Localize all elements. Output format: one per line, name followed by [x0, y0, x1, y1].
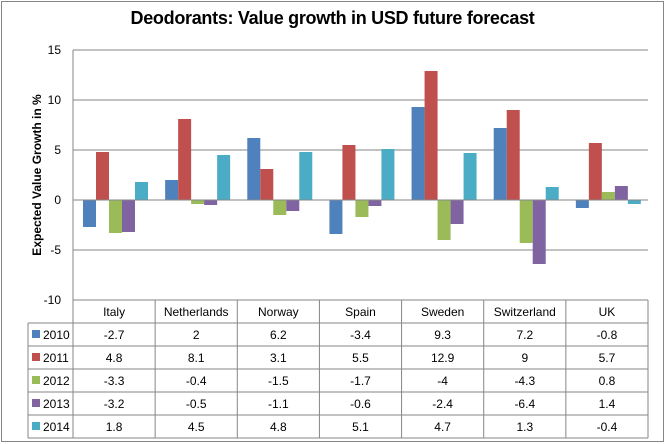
table-cell-value: 4.5 [188, 420, 205, 434]
bar-2013-switzerland [532, 200, 546, 264]
legend-label-2014: 2014 [43, 420, 70, 434]
table-cell-value: -0.8 [597, 328, 618, 342]
table-cell-value: -0.4 [597, 420, 618, 434]
x-category-label: Norway [258, 305, 299, 319]
legend-label-2013: 2013 [43, 397, 70, 411]
table-cell-value: 4.8 [270, 420, 287, 434]
table-cell-value: 8.1 [188, 351, 205, 365]
y-tick-label: 15 [48, 43, 62, 57]
table-cell-value: -1.1 [268, 397, 289, 411]
bar-2011-netherlands [178, 119, 192, 200]
table-cell-value: -2.4 [432, 397, 453, 411]
table-cell-value: -3.2 [104, 397, 125, 411]
bar-2011-norway [260, 169, 274, 200]
legend-label-2012: 2012 [43, 374, 70, 388]
bar-2014-spain [381, 149, 395, 200]
table-cell-value: -6.4 [514, 397, 535, 411]
bar-2012-uk [601, 192, 615, 200]
bar-2011-spain [342, 145, 356, 200]
legend-swatch-2011 [32, 353, 40, 361]
bar-2013-uk [614, 186, 628, 200]
table-cell-value: -0.5 [186, 397, 207, 411]
bar-2014-norway [299, 152, 313, 200]
legend-label-2010: 2010 [43, 328, 70, 342]
table-cell-value: 1.3 [516, 420, 533, 434]
x-category-label: UK [599, 305, 616, 319]
table-cell-value: 7.2 [516, 328, 533, 342]
y-tick-label: 10 [48, 93, 62, 107]
x-category-label: Sweden [421, 305, 464, 319]
table-cell-value: 1.4 [599, 397, 616, 411]
bar-2013-norway [286, 200, 300, 211]
table-cell-value: -3.4 [350, 328, 371, 342]
bar-2013-sweden [450, 200, 464, 224]
table-cell-value: 3.1 [270, 351, 287, 365]
table-cell-value: 4.7 [434, 420, 451, 434]
x-category-label: Switzerland [494, 305, 556, 319]
table-cell-value: 12.9 [431, 351, 455, 365]
table-cell-value: 6.2 [270, 328, 287, 342]
table-cell-value: 1.8 [106, 420, 123, 434]
table-cell-value: 5.7 [599, 351, 616, 365]
table-cell-value: -1.7 [350, 374, 371, 388]
x-category-label: Netherlands [164, 305, 229, 319]
bar-2012-spain [355, 200, 369, 217]
table-cell-value: 0.8 [599, 374, 616, 388]
legend-label-2011: 2011 [43, 351, 69, 365]
bar-2010-norway [247, 138, 261, 200]
legend-swatch-2010 [32, 330, 40, 338]
bar-2010-italy [83, 200, 96, 227]
legend-swatch-2012 [32, 376, 40, 384]
table-cell-value: 4.8 [106, 351, 123, 365]
table-cell-value: -4 [437, 374, 448, 388]
bar-2011-italy [96, 152, 109, 200]
y-tick-label: -5 [50, 243, 61, 257]
table-cell-value: -1.5 [268, 374, 289, 388]
table-cell-value: 9.3 [434, 328, 451, 342]
x-category-label: Spain [345, 305, 376, 319]
bar-2012-norway [273, 200, 287, 215]
table-cell-value: 5.5 [352, 351, 369, 365]
chart-title: Deodorants: Value growth in USD future f… [130, 8, 535, 28]
table-cell-value: -2.7 [104, 328, 125, 342]
bar-2010-spain [329, 200, 343, 234]
bar-2011-uk [588, 143, 602, 200]
bar-2013-netherlands [204, 200, 218, 205]
table-cell-value: -4.3 [514, 374, 535, 388]
bar-2012-netherlands [191, 200, 205, 204]
y-tick-label: 0 [54, 193, 61, 207]
bar-2012-italy [109, 200, 122, 233]
bar-2014-italy [135, 182, 148, 200]
bar-2013-spain [368, 200, 382, 206]
bar-2011-switzerland [506, 110, 520, 200]
table-cell-value: -3.3 [104, 374, 125, 388]
bar-2010-netherlands [165, 180, 179, 200]
bar-2012-switzerland [519, 200, 533, 243]
table-cell-value: 2 [193, 328, 200, 342]
bar-2014-uk [627, 200, 641, 204]
legend-swatch-2013 [32, 399, 40, 407]
bar-2010-uk [575, 200, 589, 208]
table-cell-value: -0.4 [186, 374, 207, 388]
bar-2010-switzerland [493, 128, 507, 200]
bar-2012-sweden [437, 200, 451, 240]
table-cell-value: 9 [521, 351, 528, 365]
bar-2010-sweden [411, 107, 425, 200]
bar-2013-italy [122, 200, 135, 232]
bar-2011-sweden [424, 71, 438, 200]
table-cell-value: 5.1 [352, 420, 369, 434]
table-cell-value: -0.6 [350, 397, 371, 411]
bar-2014-sweden [463, 153, 477, 200]
x-category-label: Italy [103, 305, 125, 319]
legend-swatch-2014 [32, 422, 40, 430]
bar-2014-netherlands [217, 155, 231, 200]
y-tick-label: -10 [44, 293, 62, 307]
y-tick-label: 5 [54, 143, 61, 157]
bar-2014-switzerland [545, 187, 559, 200]
